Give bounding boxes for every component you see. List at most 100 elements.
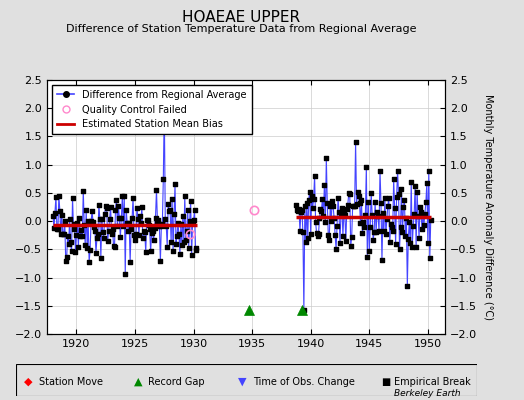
Point [311, 219, 320, 225]
Point [132, 231, 140, 238]
Point [329, 203, 337, 210]
Point [77, 227, 85, 234]
Point [125, 220, 133, 226]
Point [182, 228, 191, 234]
Point [126, 259, 134, 265]
Point [144, 217, 152, 223]
Point [355, 200, 364, 206]
Point [383, 216, 391, 222]
Point [54, 192, 63, 199]
Point [369, 236, 377, 243]
Point [378, 257, 386, 263]
Text: Empirical Break: Empirical Break [394, 377, 471, 387]
Point [358, 230, 367, 236]
Point [410, 210, 418, 217]
Point [82, 206, 91, 213]
Point [298, 207, 306, 214]
Point [91, 228, 99, 234]
Point [192, 246, 201, 253]
Point [123, 220, 132, 227]
Point [63, 232, 72, 239]
Point [58, 212, 66, 218]
Point [121, 271, 129, 277]
Point [420, 222, 428, 228]
Point [389, 176, 398, 182]
Point [360, 224, 368, 230]
Point [119, 222, 127, 229]
Point [385, 195, 393, 201]
Point [296, 228, 304, 234]
Point [154, 217, 162, 224]
Point [368, 212, 376, 218]
Text: Record Gap: Record Gap [148, 377, 205, 387]
Point [300, 307, 308, 314]
Point [68, 194, 77, 201]
Point [191, 245, 200, 251]
Point [327, 218, 335, 224]
Point [172, 240, 180, 247]
Point [302, 239, 310, 245]
Point [72, 232, 81, 238]
Point [156, 258, 165, 264]
Point [184, 245, 193, 251]
Point [405, 219, 413, 225]
Point [143, 216, 151, 223]
Point [52, 194, 60, 200]
Point [403, 283, 411, 289]
Point [423, 240, 432, 246]
Point [331, 232, 340, 238]
Point [174, 220, 182, 226]
Point [322, 155, 331, 162]
Point [147, 230, 156, 236]
Point [170, 211, 178, 217]
Point [165, 208, 173, 214]
Point [348, 202, 357, 209]
Text: Time of Obs. Change: Time of Obs. Change [253, 377, 355, 387]
Point [310, 173, 319, 179]
Point [111, 207, 119, 213]
Point [127, 226, 135, 232]
Point [362, 164, 370, 170]
Point [189, 217, 198, 224]
Point [399, 204, 408, 210]
Point [180, 239, 188, 245]
Point [67, 239, 75, 245]
Point [320, 182, 329, 189]
Point [85, 258, 93, 265]
Point [120, 193, 128, 199]
Point [114, 203, 123, 210]
Point [404, 235, 412, 242]
Point [312, 230, 321, 236]
Point [62, 254, 71, 260]
Point [182, 236, 190, 243]
Point [302, 199, 311, 206]
Point [53, 226, 61, 233]
Point [332, 246, 340, 252]
Point [325, 236, 333, 243]
Point [113, 223, 122, 230]
Point [68, 248, 76, 254]
Point [162, 222, 170, 229]
Point [345, 190, 353, 196]
Point [323, 200, 332, 206]
Point [409, 223, 418, 229]
Point [419, 212, 427, 218]
Point [189, 218, 197, 225]
Point [344, 201, 352, 208]
Point [74, 243, 83, 250]
Point [70, 221, 79, 227]
Point [347, 234, 356, 240]
Point [371, 199, 379, 205]
Point [402, 215, 410, 221]
Point [103, 204, 111, 211]
Point [155, 223, 163, 230]
Point [395, 246, 403, 252]
Point [169, 248, 177, 254]
Point [299, 229, 307, 235]
Point [406, 240, 414, 246]
Point [137, 220, 145, 226]
Point [103, 238, 112, 244]
Point [374, 212, 382, 219]
Point [333, 223, 341, 229]
Point [131, 237, 139, 243]
